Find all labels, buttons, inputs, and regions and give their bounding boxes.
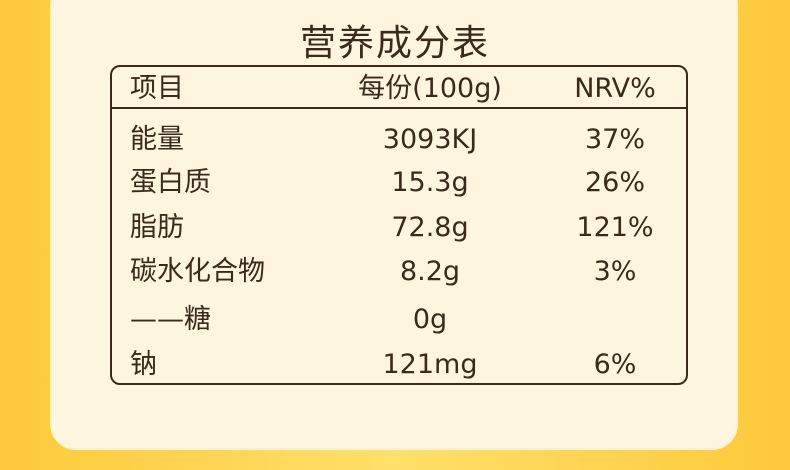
item-name: 钠 xyxy=(130,349,157,380)
item-name: 碳水化合物 xyxy=(130,256,265,287)
amount: 0g xyxy=(412,304,448,335)
nrv: 3% xyxy=(593,256,637,287)
nrv: 6% xyxy=(593,349,637,380)
amount: 72.8g xyxy=(391,212,469,243)
header-divider xyxy=(112,107,686,109)
header-item-name: 项目 xyxy=(130,73,184,104)
amount: 8.2g xyxy=(399,256,461,287)
amount: 15.3g xyxy=(391,167,469,198)
nrv: 37% xyxy=(584,124,645,155)
card xyxy=(50,0,738,450)
nrv: 121% xyxy=(576,212,654,243)
item-name: 蛋白质 xyxy=(130,167,211,198)
title: 营养成分表 xyxy=(299,23,490,64)
item-name: 能量 xyxy=(130,124,184,155)
item-name: 脂肪 xyxy=(130,212,184,243)
amount: 121mg xyxy=(382,349,478,380)
header-amount: 每份(100g) xyxy=(358,73,502,104)
nrv: 26% xyxy=(584,167,645,198)
header-nrv: NRV% xyxy=(574,73,656,104)
amount: 3093KJ xyxy=(382,124,478,155)
table-border xyxy=(110,65,688,385)
item-name: ——糖 xyxy=(130,304,211,335)
